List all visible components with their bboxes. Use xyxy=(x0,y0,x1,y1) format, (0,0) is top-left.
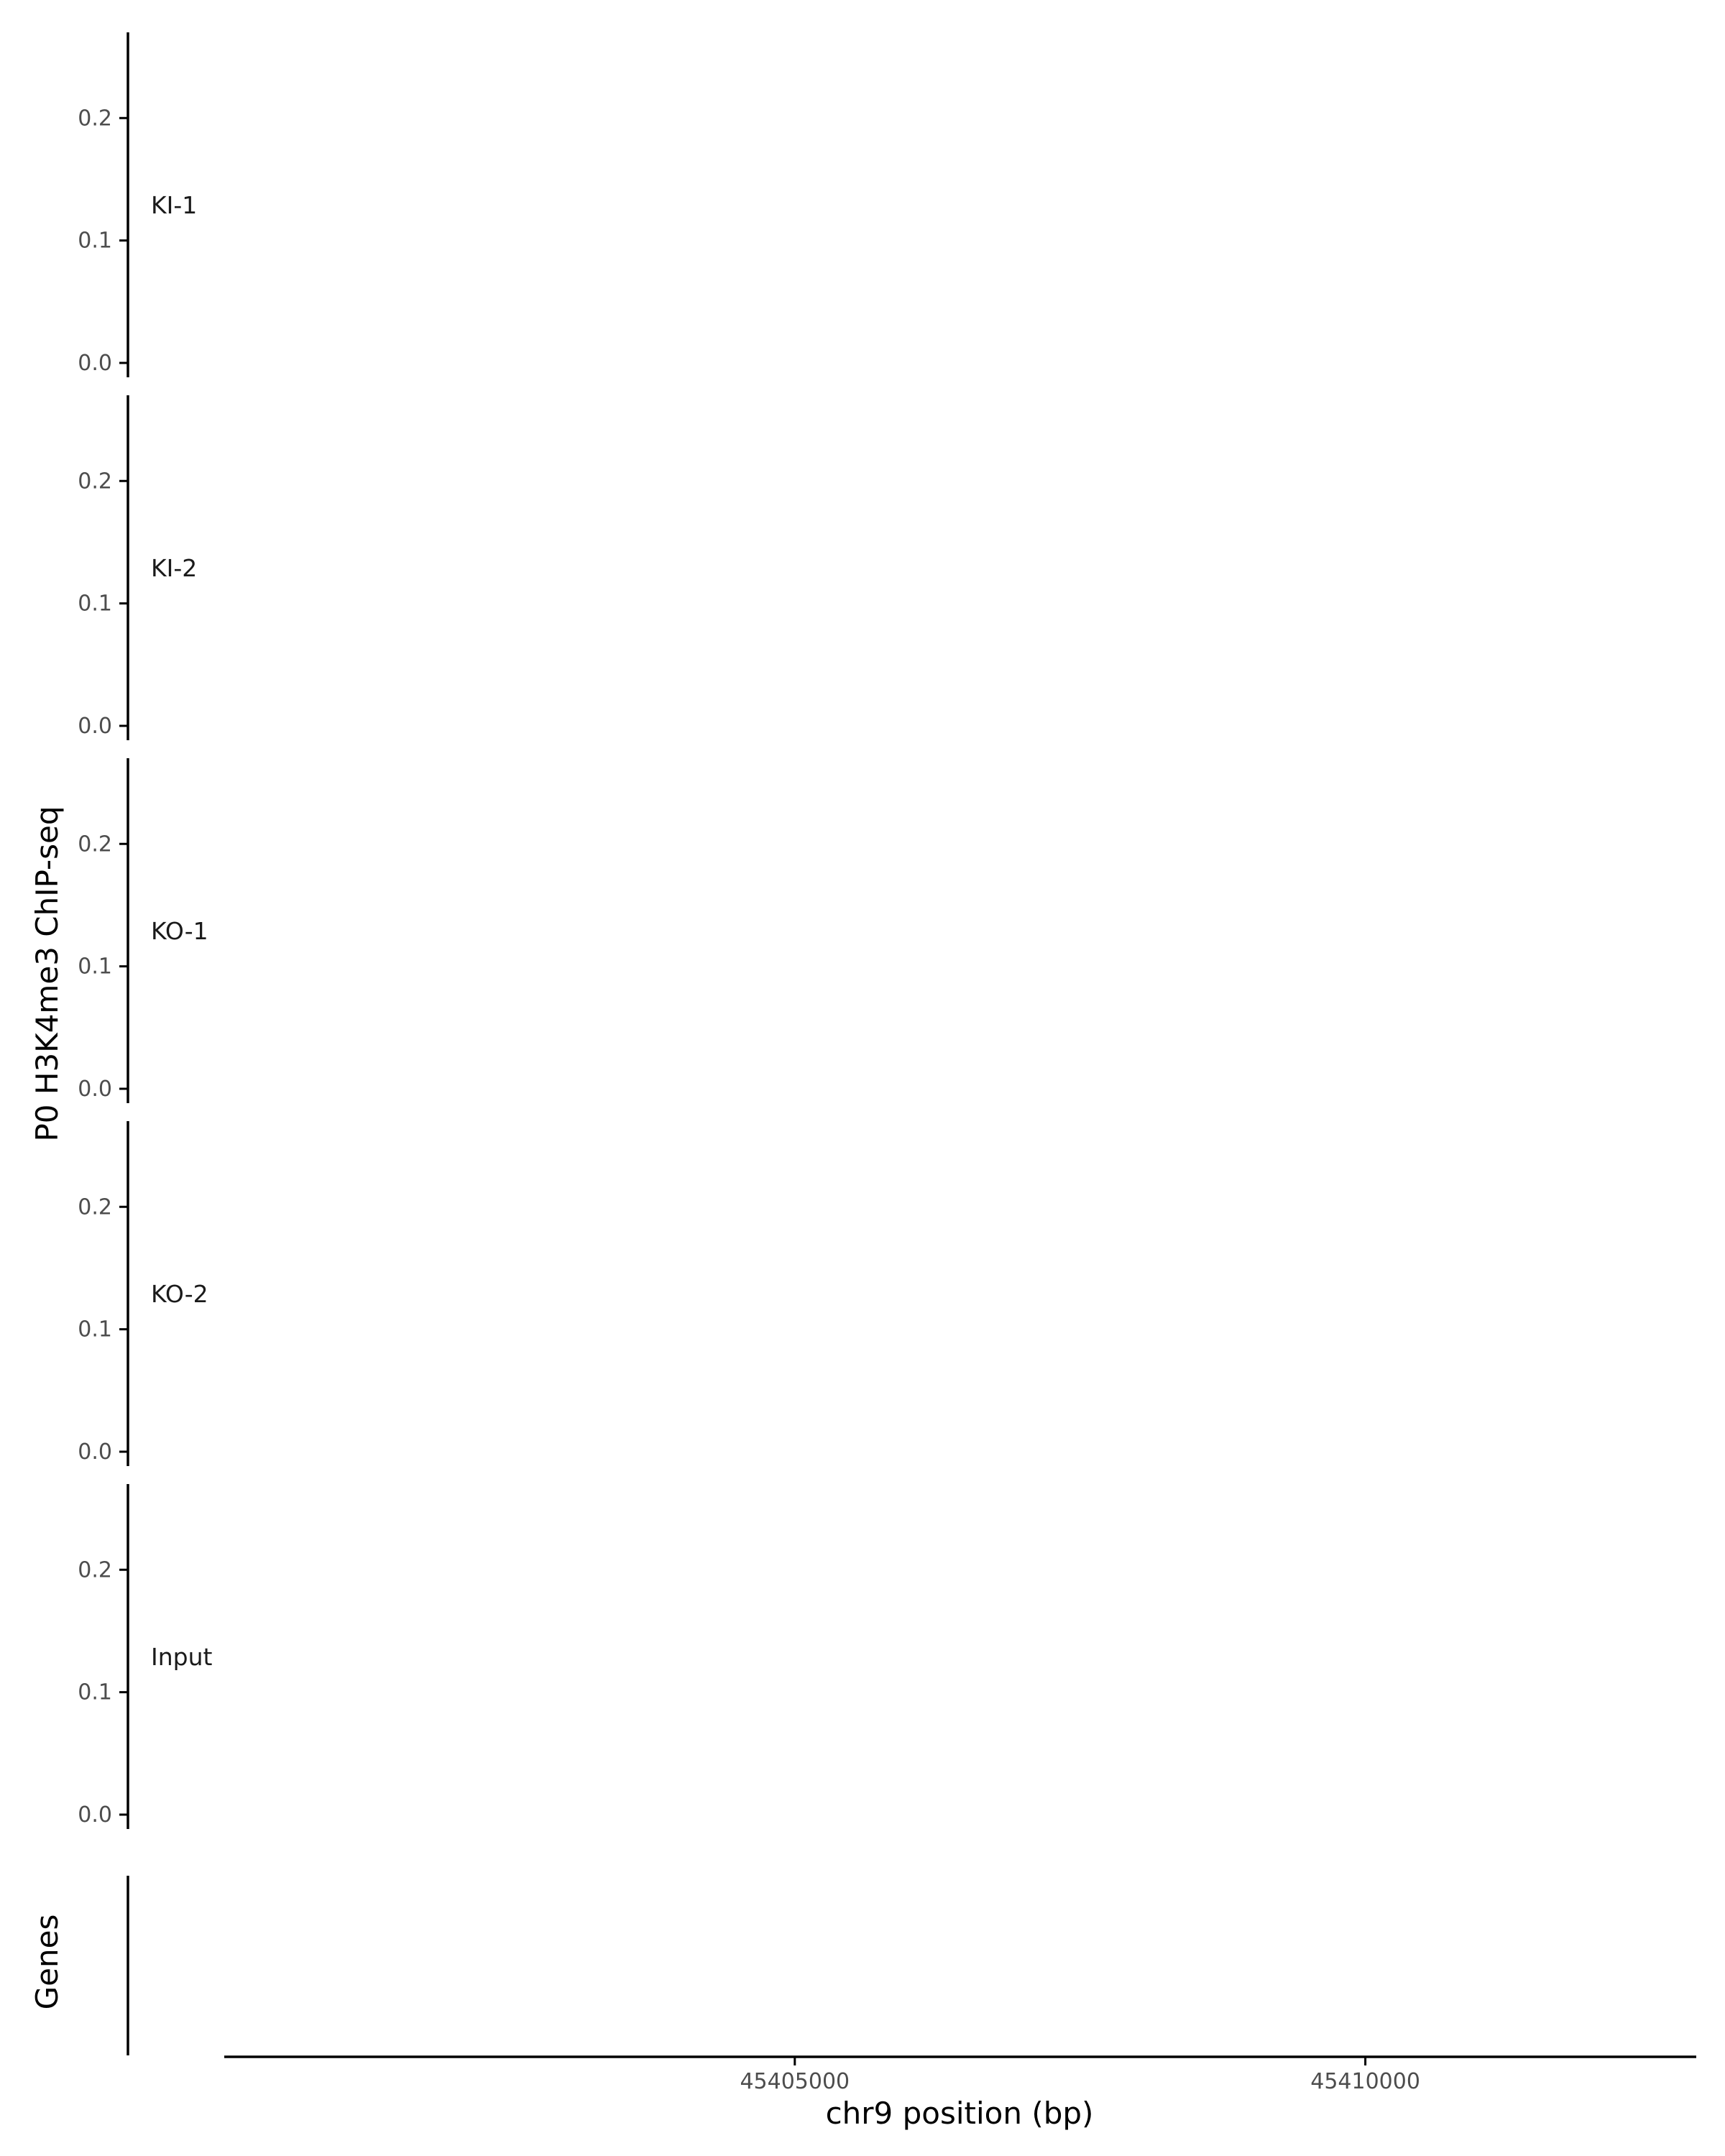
y-tick-label: 0.1 xyxy=(78,591,112,617)
x-tick-label: 45410000 xyxy=(1310,2069,1420,2094)
track-label: KO-1 xyxy=(151,917,208,945)
y-axis-title: P0 H3K4me3 ChIP-seq xyxy=(29,806,65,1141)
y-tick-label: 0.0 xyxy=(78,1439,112,1465)
track-ko-1: 0.0 0.1 0.2 KO-1 xyxy=(78,758,208,1103)
x-axis: 45405000 45410000 xyxy=(224,2055,1696,2094)
y-tick-label: 0.1 xyxy=(78,1317,112,1342)
y-tick-label: 0.1 xyxy=(78,1680,112,1705)
y-tick-label: 0.2 xyxy=(78,831,112,857)
y-tick-label: 0.2 xyxy=(78,106,112,131)
track-label: KI-2 xyxy=(151,554,197,582)
track-label: Input xyxy=(151,1643,213,1671)
track-ki-2: 0.0 0.1 0.2 KI-2 xyxy=(78,395,197,740)
y-tick-label: 0.0 xyxy=(78,1802,112,1828)
gene-track: Fxyd2 xyxy=(126,1876,129,2055)
y-tick-label: 0.1 xyxy=(78,954,112,980)
x-axis-title: chr9 position (bp) xyxy=(826,2096,1094,2131)
y-tick-label: 0.0 xyxy=(78,714,112,739)
y-tick-label: 0.2 xyxy=(78,1557,112,1583)
y-tick-label: 0.0 xyxy=(78,1077,112,1102)
y-tick-label: 0.2 xyxy=(78,469,112,494)
track-label: KI-1 xyxy=(151,191,197,219)
genes-track-title: Genes xyxy=(29,1915,65,2010)
signal-tracks: 0.00.10.2KI-10.00.10.2KI-20.00.10.2KO-10… xyxy=(78,32,213,1829)
track-ko-2: 0.0 0.1 0.2 KO-2 xyxy=(78,1121,208,1466)
y-tick-label: 0.0 xyxy=(78,351,112,376)
y-tick-label: 0.1 xyxy=(78,229,112,254)
x-tick-label: 45405000 xyxy=(740,2069,850,2094)
track-label: KO-2 xyxy=(151,1280,208,1308)
track-ki-1: 0.0 0.1 0.2 KI-1 xyxy=(78,32,197,377)
y-tick-label: 0.2 xyxy=(78,1194,112,1220)
track-input: 0.0 0.1 0.2 Input xyxy=(78,1484,213,1829)
